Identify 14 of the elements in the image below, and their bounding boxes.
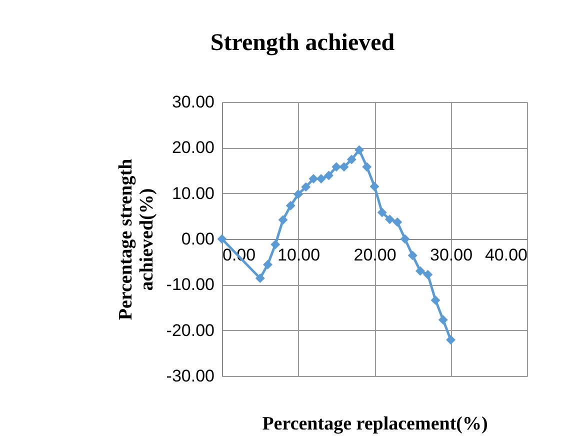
y-axis-title: Percentage strength achieved(%) bbox=[115, 158, 158, 320]
y-tick-label: 30.00 bbox=[172, 92, 214, 112]
x-axis-title: Percentage replacement(%) bbox=[262, 414, 488, 434]
x-tick-label: 30.00 bbox=[430, 246, 473, 264]
y-tick-label: 20.00 bbox=[172, 138, 214, 158]
y-tick-label: -30.00 bbox=[166, 366, 214, 386]
y-tick-label: 0.00 bbox=[181, 230, 214, 248]
x-tick-label: 10.00 bbox=[277, 246, 320, 264]
y-tick-label: -20.00 bbox=[166, 320, 214, 340]
x-tick-label: 40.00 bbox=[484, 246, 528, 264]
x-tick-label: 20.00 bbox=[354, 246, 396, 264]
y-tick-label: 10.00 bbox=[172, 184, 214, 203]
y-tick-label: -10.00 bbox=[166, 275, 214, 294]
chart-title: Strength achieved bbox=[210, 30, 396, 56]
